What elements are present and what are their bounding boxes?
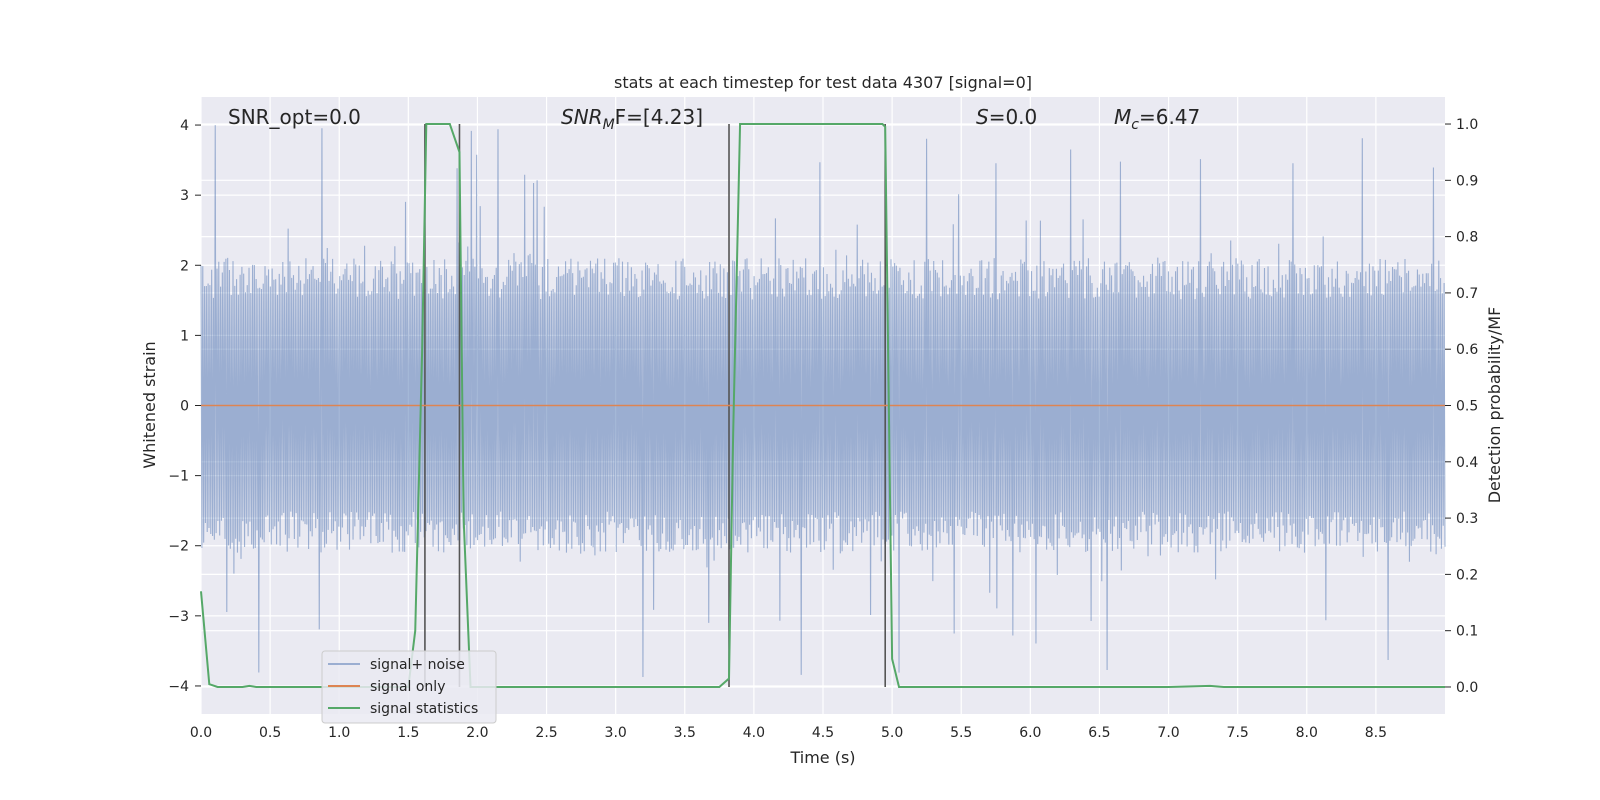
- legend-label-signal-only: signal only: [370, 679, 445, 695]
- series-line-signal-statistics: [200, 123, 1445, 688]
- x-tick-label: 4.5: [812, 725, 834, 741]
- annotation-snr-opt: SNR_opt=0.0: [228, 105, 361, 129]
- annotation-snr-mf-sub: M: [603, 117, 615, 133]
- x-tick-label: 6.0: [1019, 725, 1041, 741]
- annotation-mc-main: M: [1114, 105, 1131, 129]
- legend: signal+ noise signal only signal statist…: [321, 650, 497, 724]
- y2-tick-label: 0.3: [1456, 511, 1478, 527]
- x-tick-label: 6.5: [1088, 725, 1110, 741]
- x-tick-label: 3.0: [605, 725, 627, 741]
- x-tick-label: 1.5: [397, 725, 419, 741]
- x-tick-label: 0.0: [190, 725, 212, 741]
- y-tick-label: −3: [168, 609, 189, 625]
- y2-tick-label: 0.0: [1456, 680, 1478, 696]
- line-series: [200, 123, 1445, 688]
- legend-label-signal-noise: signal+ noise: [370, 657, 465, 673]
- legend-label-signal-statistics: signal statistics: [370, 701, 478, 717]
- annotation-mc-rest: =6.47: [1139, 105, 1200, 129]
- x-tick-label: 8.5: [1365, 725, 1387, 741]
- y-tick-label: −1: [168, 469, 189, 485]
- y2-tick-label: 0.6: [1456, 342, 1478, 358]
- x-tick-label: 7.0: [1157, 725, 1179, 741]
- y-tick-label: 3: [180, 188, 189, 204]
- x-tick-label: 4.0: [743, 725, 765, 741]
- annotation-s-rest: =0.0: [989, 105, 1038, 129]
- y-tick-label: −4: [168, 679, 189, 695]
- annotation-snr-mf: SNRMF=[4.23]: [561, 105, 703, 133]
- annotation-mc-sub: c: [1131, 117, 1139, 133]
- series-line-signal-noise: [200, 125, 1446, 678]
- y-tick-label: −2: [168, 539, 189, 555]
- y-tick-label: 4: [180, 118, 189, 134]
- legend-box: [321, 650, 497, 724]
- x-tick-label: 2.5: [535, 725, 557, 741]
- y-axis-title: Whitened strain: [140, 341, 159, 468]
- annotation-snr-mf-main: SNR: [561, 105, 603, 129]
- y2-tick-label: 0.8: [1456, 230, 1478, 246]
- chart-title: stats at each timestep for test data 430…: [614, 73, 1032, 92]
- y2-tick-label: 0.2: [1456, 567, 1478, 583]
- annotation-mc: Mc=6.47: [1114, 105, 1200, 133]
- signal-noise-series: [200, 125, 1446, 678]
- annotation-s: S=0.0: [976, 105, 1037, 129]
- y2-tick-label: 1.0: [1456, 117, 1478, 133]
- y2-tick-label: 0.4: [1456, 455, 1478, 471]
- y2-tick-label: 0.1: [1456, 624, 1478, 640]
- x-tick-label: 8.0: [1296, 725, 1318, 741]
- x-tick-label: 1.0: [328, 725, 350, 741]
- x-tick-label: 5.5: [950, 725, 972, 741]
- x-axis-title: Time (s): [789, 748, 855, 767]
- x-tick-label: 7.5: [1227, 725, 1249, 741]
- y2-axis-title: Detection probability/MF: [1485, 307, 1504, 504]
- x-tick-label: 5.0: [881, 725, 903, 741]
- x-tick-label: 0.5: [259, 725, 281, 741]
- x-tick-label: 2.0: [466, 725, 488, 741]
- y-tick-label: 0: [180, 399, 189, 415]
- annotation-snr-mf-rest: F=[4.23]: [615, 105, 703, 129]
- annotation-s-letter: S: [976, 105, 989, 129]
- x-tick-label: 3.5: [674, 725, 696, 741]
- tick-labels: 0.0 0.5 1.0 1.5 2.0 2.5 3.0 3.5 4.0 4.5 5.0 5.5 6.0 6…: [168, 117, 1478, 741]
- y-tick-label: 1: [180, 328, 189, 344]
- y2-tick-label: 0.5: [1456, 399, 1478, 415]
- y-tick-label: 2: [180, 258, 189, 274]
- y2-tick-label: 0.7: [1456, 286, 1478, 302]
- y2-tick-label: 0.9: [1456, 173, 1478, 189]
